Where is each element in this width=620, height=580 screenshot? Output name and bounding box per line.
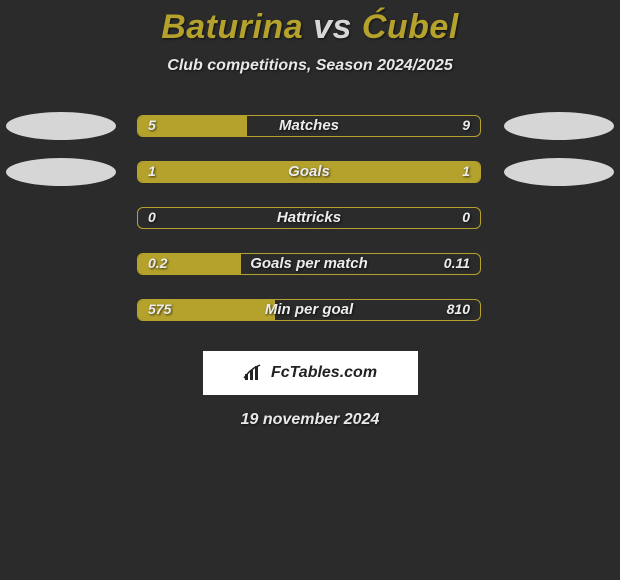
- brand-box[interactable]: FcTables.com: [203, 351, 418, 395]
- stat-row: 11Goals: [0, 149, 620, 195]
- stat-bar: 11Goals: [137, 161, 481, 183]
- player-left-badge: [6, 158, 116, 186]
- player-right-name: Ćubel: [362, 8, 459, 46]
- stat-bar-left-fill: [138, 162, 480, 182]
- stat-row: 0.20.11Goals per match: [0, 241, 620, 287]
- comparison-title: Baturina vs Ćubel: [0, 0, 620, 47]
- stat-value-right: 810: [447, 301, 470, 317]
- subtitle: Club competitions, Season 2024/2025: [0, 57, 620, 75]
- stat-bar: 575810Min per goal: [137, 299, 481, 321]
- stat-value-right: 9: [462, 117, 470, 133]
- bar-chart-icon: [243, 364, 265, 382]
- stat-value-right: 0: [462, 209, 470, 225]
- player-left-badge: [6, 112, 116, 140]
- stat-row: 575810Min per goal: [0, 287, 620, 333]
- stats-container: 59Matches 11Goals 0 0Hattricks 0.20.11Goals …: [0, 103, 620, 333]
- stat-bar-left-fill: [138, 254, 241, 274]
- date-label: 19 november 2024: [0, 411, 620, 429]
- stat-row: 0 0Hattricks: [0, 195, 620, 241]
- vs-label: vs: [313, 8, 352, 46]
- stat-label: Hattricks: [138, 209, 480, 226]
- stat-value-left: 0: [148, 209, 156, 225]
- stat-bar-left-fill: [138, 300, 275, 320]
- stat-bar-left-fill: [138, 116, 247, 136]
- player-right-badge: [504, 112, 614, 140]
- player-left-name: Baturina: [161, 8, 303, 46]
- player-right-badge: [504, 158, 614, 186]
- brand-text: FcTables.com: [271, 364, 377, 382]
- stat-bar: 0 0Hattricks: [137, 207, 481, 229]
- stat-bar: 0.20.11Goals per match: [137, 253, 481, 275]
- stat-bar: 59Matches: [137, 115, 481, 137]
- stat-row: 59Matches: [0, 103, 620, 149]
- stat-value-right: 0.11: [444, 255, 470, 271]
